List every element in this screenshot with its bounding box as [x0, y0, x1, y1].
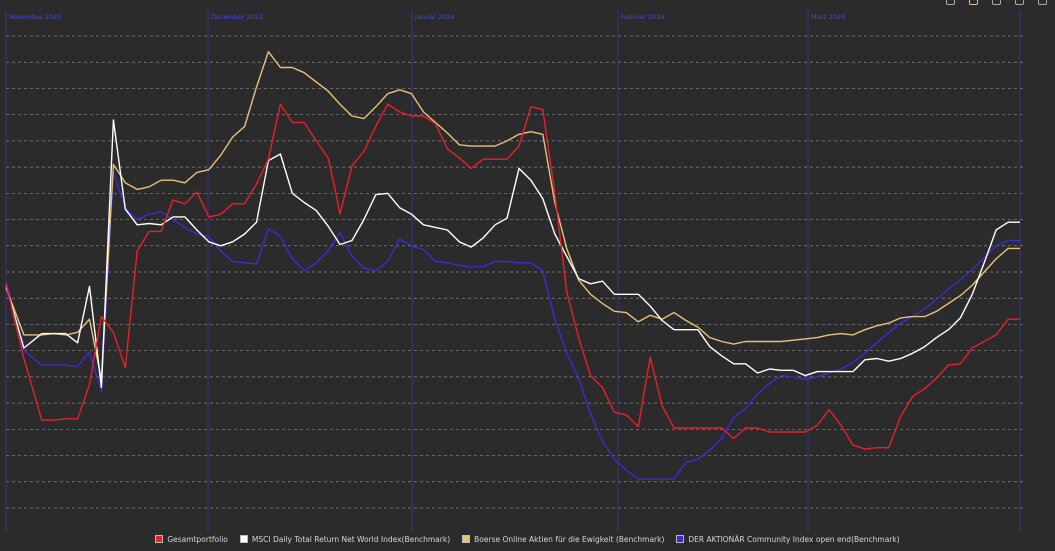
series-line-3: [5, 171, 1020, 480]
chart-legend: Gesamtportfolio MSCI Daily Total Return …: [0, 532, 1055, 546]
legend-swatch-boerse-online: [462, 535, 471, 543]
series-line-0: [5, 103, 1020, 450]
legend-item-msci[interactable]: MSCI Daily Total Return Net World Index(…: [239, 534, 451, 544]
month-label: Februar 2024: [621, 13, 665, 21]
line-chart: November 2023 Dezember 2023 Januar 2024 Feb…: [5, 10, 1024, 532]
series-line-2: [5, 51, 1020, 381]
legend-label-der-aktionaer: DER AKTIONÄR Community Index open end(Be…: [688, 534, 900, 544]
legend-swatch-gesamtportfolio: [155, 535, 164, 543]
legend-label-msci: MSCI Daily Total Return Net World Index(…: [251, 534, 451, 544]
toolbar-square-icon[interactable]: [969, 0, 978, 5]
toolbar-square-icon[interactable]: [1038, 0, 1047, 5]
toolbar-icons: [946, 0, 1047, 5]
legend-label-gesamtportfolio: Gesamtportfolio: [167, 534, 228, 544]
month-label: Januar 2024: [414, 13, 454, 21]
toolbar-square-icon[interactable]: [1015, 0, 1024, 5]
toolbar-square-icon[interactable]: [992, 0, 1001, 5]
month-label: Dezember 2023: [211, 13, 263, 21]
legend-label-boerse-online: Boerse Online Aktien für die Ewigkeit (B…: [474, 534, 665, 544]
series-line-1: [5, 119, 1020, 389]
month-label: November 2023: [9, 13, 61, 21]
toolbar-square-icon[interactable]: [946, 0, 955, 5]
legend-swatch-msci: [239, 535, 248, 543]
legend-item-gesamtportfolio[interactable]: Gesamtportfolio: [155, 535, 228, 544]
month-label: März 2024: [811, 13, 845, 21]
legend-item-der-aktionaer[interactable]: DER AKTIONÄR Community Index open end(Be…: [676, 534, 900, 544]
legend-item-boerse-online[interactable]: Boerse Online Aktien für die Ewigkeit (B…: [462, 535, 664, 544]
legend-swatch-der-aktionaer: [676, 535, 685, 543]
